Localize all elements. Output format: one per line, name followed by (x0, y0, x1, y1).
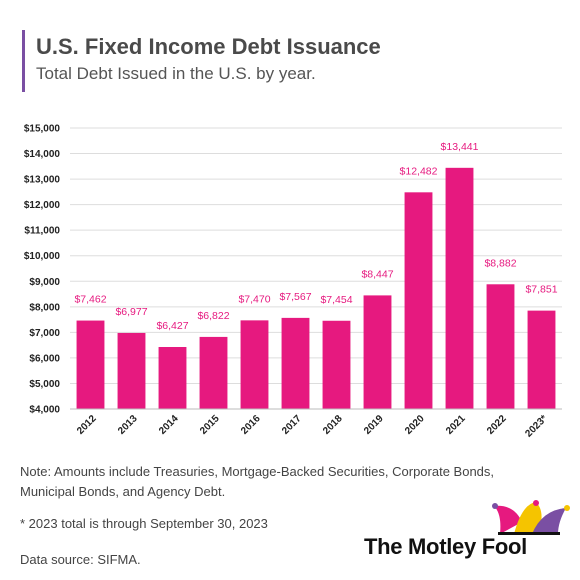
x-tick-label: 2017 (280, 413, 304, 437)
x-tick-label: 2022 (485, 413, 509, 437)
data-label: $7,462 (74, 294, 106, 306)
x-tick-label: 2018 (321, 413, 345, 437)
y-tick-label: $10,000 (24, 251, 61, 262)
note-source: Data source: SIFMA. (20, 552, 141, 567)
bar-chart: $4,000 $5,000 $6,000 $7,000 $8,000 $9,000 $10,… (24, 124, 562, 440)
bar-2016 (240, 320, 269, 409)
x-tick-label: 2012 (75, 413, 99, 437)
bar-2023* (527, 310, 556, 409)
bar-2021 (445, 167, 474, 409)
x-tick-label: 2021 (444, 413, 468, 437)
x-tick-label: 2016 (239, 413, 263, 437)
y-tick-label: $11,000 (24, 226, 60, 237)
chart-title: U.S. Fixed Income Debt Issuance (36, 34, 381, 59)
data-label: $6,822 (197, 310, 229, 322)
bar-2017 (281, 317, 310, 409)
data-label: $7,454 (320, 294, 352, 306)
y-tick-label: $15,000 (24, 124, 61, 135)
data-label: $8,447 (361, 268, 393, 280)
y-axis: $4,000 $5,000 $6,000 $7,000 $8,000 $9,000 $10,… (24, 124, 61, 416)
x-tick-label: 2015 (198, 413, 222, 437)
bars (76, 167, 556, 409)
data-labels: $7,462 $6,977 $6,427 $6,822 $7,470 $7,567 $7,4… (74, 141, 557, 332)
data-label: $7,470 (238, 293, 270, 305)
data-label: $7,567 (279, 291, 311, 303)
bar-2020 (404, 192, 433, 409)
jester-hat-icon (492, 500, 570, 535)
note-footnote: * 2023 total is through September 30, 20… (20, 516, 268, 531)
x-tick-label: 2020 (403, 413, 427, 437)
bar-2014 (158, 347, 187, 409)
bar-2019 (363, 295, 392, 409)
y-tick-label: $14,000 (24, 149, 61, 160)
y-tick-label: $4,000 (29, 405, 60, 416)
y-tick-label: $13,000 (24, 175, 61, 186)
data-label: $8,882 (484, 257, 516, 269)
x-axis: 2012 2013 2014 2015 2016 2017 2018 2019 2020 2021… (70, 408, 562, 440)
motley-fool-logo: The Motley Fool (364, 500, 570, 570)
x-tick-label: 2014 (157, 413, 181, 437)
grid-lines (70, 127, 562, 410)
y-tick-label: $6,000 (29, 353, 60, 364)
y-tick-label: $7,000 (29, 328, 60, 339)
x-tick-label: 2013 (116, 413, 140, 437)
data-label: $13,441 (441, 141, 479, 153)
data-label: $6,977 (115, 306, 147, 318)
y-tick-label: $12,000 (24, 200, 61, 211)
data-label: $7,851 (525, 284, 557, 296)
bar-2012 (76, 320, 105, 409)
data-label: $6,427 (156, 320, 188, 332)
y-tick-label: $5,000 (29, 379, 60, 390)
x-tick-label: 2023* (523, 413, 549, 439)
bar-2015 (199, 336, 228, 409)
data-label: $12,482 (400, 165, 438, 177)
bar-2013 (117, 332, 146, 409)
bar-2022 (486, 284, 515, 409)
y-tick-label: $8,000 (29, 302, 60, 313)
x-tick-label: 2019 (362, 413, 386, 437)
y-tick-label: $9,000 (29, 277, 60, 288)
logo-text: The Motley Fool (364, 534, 527, 559)
title-accent-bar (22, 30, 25, 92)
chart-subtitle: Total Debt Issued in the U.S. by year. (36, 64, 316, 83)
note-amounts: Note: Amounts include Treasuries, Mortga… (20, 464, 495, 499)
bar-2018 (322, 320, 351, 409)
